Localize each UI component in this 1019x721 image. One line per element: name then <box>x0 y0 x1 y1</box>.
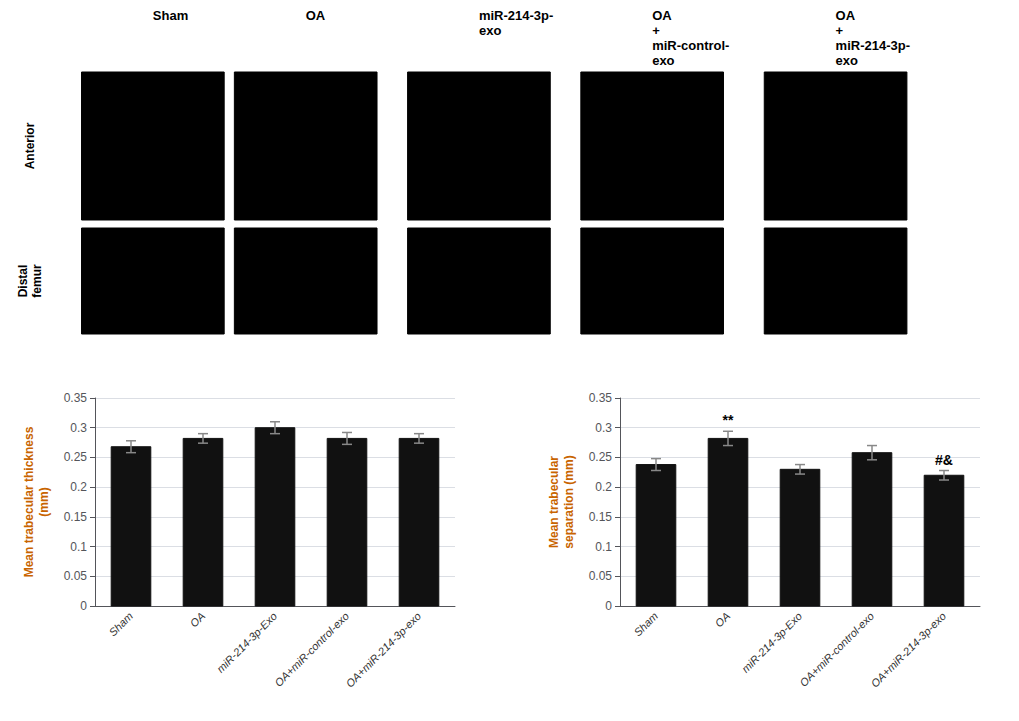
svg-text:OA: OA <box>713 610 733 630</box>
svg-text:Sham: Sham <box>106 610 135 639</box>
svg-text:0.15: 0.15 <box>64 510 88 524</box>
svg-text:+: + <box>836 23 844 38</box>
svg-text:0.2: 0.2 <box>595 480 612 494</box>
svg-text:0.3: 0.3 <box>70 421 87 435</box>
svg-text:OA+miR-214-3p-exo: OA+miR-214-3p-exo <box>868 610 948 690</box>
svg-text:miR-214-3p-Exo: miR-214-3p-Exo <box>214 610 279 675</box>
svg-text:Mean trabecular: Mean trabecular <box>547 456 561 548</box>
svg-text:0.25: 0.25 <box>64 450 88 464</box>
svg-text:OA+miR-control-exo: OA+miR-control-exo <box>272 610 351 689</box>
svg-text:exo: exo <box>836 53 858 68</box>
svg-text:Sham: Sham <box>153 8 188 23</box>
svg-text:0: 0 <box>80 599 87 613</box>
svg-text:0.15: 0.15 <box>589 510 613 524</box>
svg-text:+: + <box>652 23 660 38</box>
svg-text:0.35: 0.35 <box>64 391 88 405</box>
svg-text:femur: femur <box>30 264 44 298</box>
svg-text:OA: OA <box>652 8 672 23</box>
svg-text:OA+miR-214-3p-exo: OA+miR-214-3p-exo <box>343 610 423 690</box>
svg-text:OA: OA <box>836 8 856 23</box>
svg-text:miR-214-3p-: miR-214-3p- <box>836 38 910 53</box>
svg-text:OA: OA <box>188 610 208 630</box>
svg-text:0.1: 0.1 <box>595 540 612 554</box>
svg-text:0.05: 0.05 <box>64 569 88 583</box>
svg-text:OA+miR-control-exo: OA+miR-control-exo <box>797 610 876 689</box>
svg-text:exo: exo <box>479 23 501 38</box>
svg-text:exo: exo <box>652 53 674 68</box>
svg-text:0.1: 0.1 <box>70 540 87 554</box>
svg-text:#&: #& <box>935 452 953 468</box>
svg-text:0.05: 0.05 <box>589 569 613 583</box>
svg-text:miR-control-: miR-control- <box>652 38 729 53</box>
svg-text:0.2: 0.2 <box>70 480 87 494</box>
svg-text:**: ** <box>723 412 734 428</box>
svg-text:OA: OA <box>306 8 326 23</box>
svg-text:Distal: Distal <box>16 265 30 298</box>
svg-text:0: 0 <box>605 599 612 613</box>
svg-text:separation (mm): separation (mm) <box>562 455 576 548</box>
svg-text:0.25: 0.25 <box>589 450 613 464</box>
svg-text:Mean trabecular thickness: Mean trabecular thickness <box>22 426 36 577</box>
svg-text:Anterior: Anterior <box>23 122 37 169</box>
svg-text:0.3: 0.3 <box>595 421 612 435</box>
svg-text:miR-214-3p-: miR-214-3p- <box>479 8 553 23</box>
svg-text:Sham: Sham <box>631 610 660 639</box>
svg-text:miR-214-3p-Exo: miR-214-3p-Exo <box>739 610 804 675</box>
svg-text:(mm): (mm) <box>37 487 51 516</box>
svg-text:0.35: 0.35 <box>589 391 613 405</box>
